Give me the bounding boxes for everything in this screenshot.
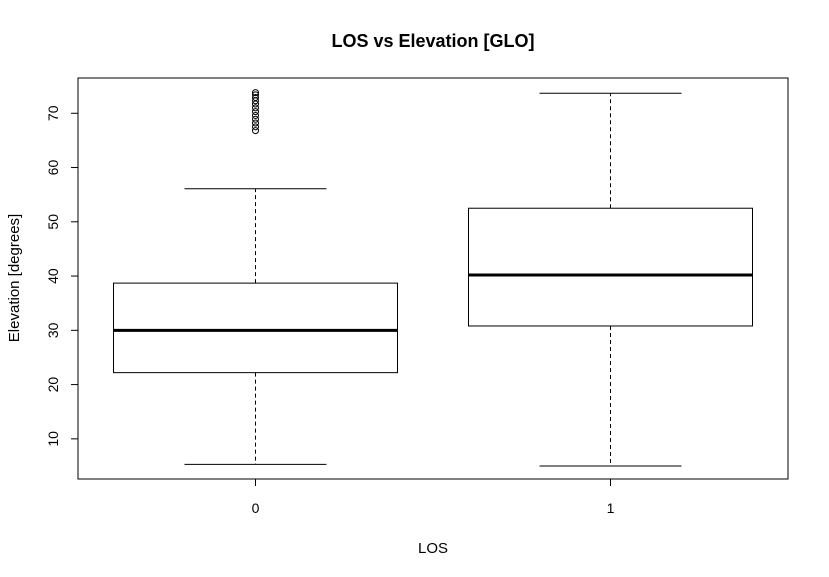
outlier-point <box>252 115 259 123</box>
y-axis-label: Elevation [degrees] <box>6 214 23 342</box>
outlier-point <box>252 91 259 99</box>
outlier-point <box>252 104 259 112</box>
box-iqr <box>113 282 398 374</box>
outlier-point <box>252 111 259 119</box>
outlier-point <box>252 123 259 131</box>
outlier-point <box>252 94 259 102</box>
outlier-point <box>252 119 259 127</box>
outlier-point <box>252 89 259 97</box>
chart-title: LOS vs Elevation [GLO] <box>331 31 534 51</box>
x-tick-label: 0 <box>252 500 260 516</box>
y-tick-label: 60 <box>45 160 61 176</box>
y-tick-label: 20 <box>45 377 61 393</box>
y-tick-label: 30 <box>45 322 61 338</box>
outlier-point <box>252 127 259 135</box>
plot-layer: 10 20 30 40 50 60 70 0 1 <box>45 89 753 516</box>
outlier-point <box>252 108 259 116</box>
plot-frame <box>77 77 789 480</box>
x-axis-label: LOS <box>418 540 448 557</box>
y-tick-label: 10 <box>45 431 61 447</box>
y-tick-label: 40 <box>45 268 61 284</box>
y-tick-label: 50 <box>45 214 61 230</box>
y-tick-label: 70 <box>45 105 61 121</box>
box-iqr <box>468 207 753 327</box>
x-tick-label: 1 <box>607 500 615 516</box>
outlier-point <box>252 100 259 108</box>
